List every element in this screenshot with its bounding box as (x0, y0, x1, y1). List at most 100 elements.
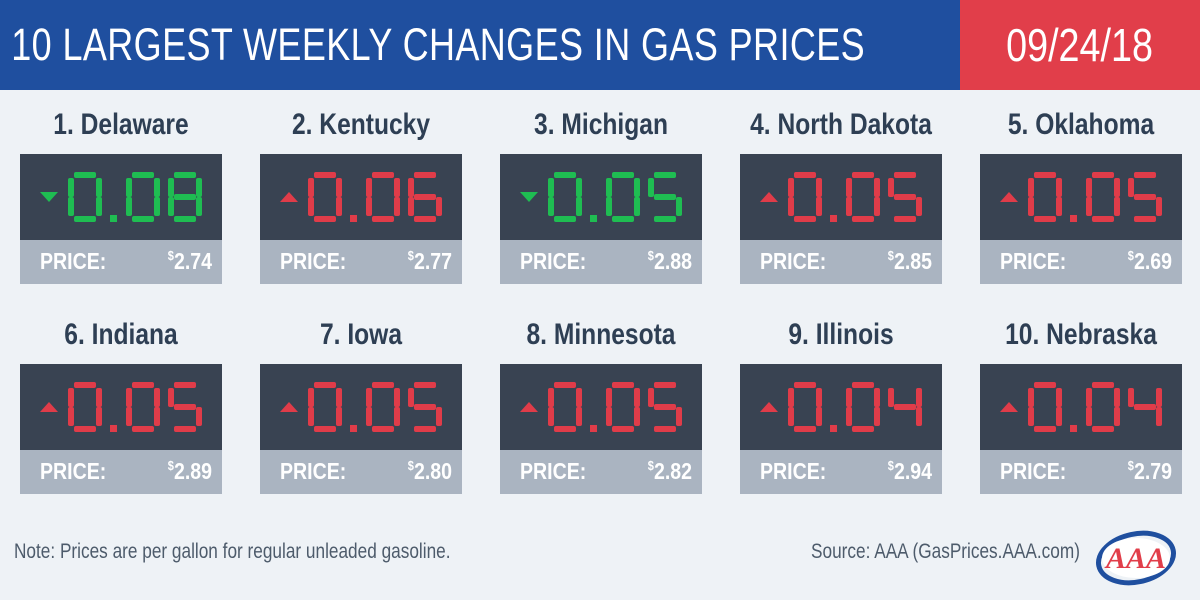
currency-symbol: $ (407, 458, 414, 473)
price-bar: PRICE: $2.88 (500, 240, 702, 284)
arrow-up-icon (760, 192, 778, 202)
price-bar: PRICE: $2.82 (500, 450, 702, 494)
price-value: $2.77 (408, 248, 452, 275)
price-number: 2.85 (893, 248, 932, 274)
change-display: 0.05 (20, 364, 222, 450)
change-display-graphic: 0.04 (1000, 382, 1162, 432)
price-number: 2.94 (893, 458, 932, 484)
price-number: 2.79 (1133, 458, 1172, 484)
aaa-logo-icon: AAA (1093, 528, 1179, 588)
arrow-down-icon (520, 192, 538, 202)
change-display: 0.05 (500, 154, 702, 240)
change-display: 0.05 (500, 364, 702, 450)
price-value: $2.80 (408, 458, 452, 485)
change-display: 0.06 (260, 154, 462, 240)
change-value (548, 172, 682, 222)
price-value: $2.85 (888, 248, 932, 275)
currency-symbol: $ (887, 458, 894, 473)
price-value: $2.69 (1128, 248, 1172, 275)
state-name: 7. Iowa (319, 318, 403, 351)
state-name: 6. Indiana (64, 318, 178, 351)
arrow-up-icon (520, 402, 538, 412)
price-label: PRICE: (40, 458, 107, 484)
arrow-up-icon (280, 402, 298, 412)
price-number: 2.88 (653, 248, 692, 274)
change-value (548, 382, 682, 432)
footer-source: Source: AAA (GasPrices.AAA.com) (811, 540, 1080, 563)
change-display: 0.04 (980, 364, 1182, 450)
price-number: 2.89 (173, 458, 212, 484)
change-value (308, 382, 442, 432)
report-date: 09/24/18 (1006, 19, 1154, 71)
header: 10 LARGEST WEEKLY CHANGES IN GAS PRICES … (0, 0, 1200, 90)
currency-symbol: $ (1127, 248, 1134, 263)
price-label: PRICE: (760, 458, 827, 484)
price-bar: PRICE: $2.89 (20, 450, 222, 494)
currency-symbol: $ (647, 458, 654, 473)
change-display: 0.05 (980, 154, 1182, 240)
change-value (68, 382, 202, 432)
state-name: 10. Nebraska (1005, 318, 1157, 351)
arrow-up-icon (1000, 192, 1018, 202)
change-display-graphic: 0.05 (520, 382, 682, 432)
change-display: 0.05 (740, 154, 942, 240)
change-value (788, 172, 922, 222)
price-number: 2.80 (413, 458, 452, 484)
change-display-graphic: 0.05 (760, 172, 922, 222)
change-display-graphic: 0.05 (40, 382, 202, 432)
currency-symbol: $ (407, 248, 414, 263)
title-bar: 10 LARGEST WEEKLY CHANGES IN GAS PRICES (0, 0, 960, 90)
change-display: 0.05 (260, 364, 462, 450)
price-label: PRICE: (280, 248, 347, 274)
logo-text: AAA (1104, 542, 1166, 575)
change-display-graphic: 0.05 (1000, 172, 1162, 222)
change-display: 0.04 (740, 364, 942, 450)
currency-symbol: $ (647, 248, 654, 263)
currency-symbol: $ (167, 248, 174, 263)
footer-note: Note: Prices are per gallon for regular … (14, 540, 451, 563)
price-bar: PRICE: $2.69 (980, 240, 1182, 284)
price-bar: PRICE: $2.85 (740, 240, 942, 284)
state-name: 3. Michigan (534, 108, 668, 141)
change-value (788, 382, 922, 432)
state-name: 8. Minnesota (526, 318, 676, 351)
page-title: 10 LARGEST WEEKLY CHANGES IN GAS PRICES (11, 19, 866, 70)
currency-symbol: $ (887, 248, 894, 263)
change-value (1028, 382, 1162, 432)
currency-symbol: $ (1127, 458, 1134, 473)
change-value (1028, 172, 1162, 222)
price-value: $2.79 (1128, 458, 1172, 485)
price-number: 2.82 (653, 458, 692, 484)
state-name: 4. North Dakota (750, 108, 932, 141)
price-bar: PRICE: $2.94 (740, 450, 942, 494)
price-label: PRICE: (280, 458, 347, 484)
price-label: PRICE: (520, 248, 587, 274)
state-name: 1. Delaware (53, 108, 189, 141)
price-value: $2.82 (648, 458, 692, 485)
state-name: 9. Illinois (788, 318, 894, 351)
price-bar: PRICE: $2.79 (980, 450, 1182, 494)
price-value: $2.94 (888, 458, 932, 485)
price-bar: PRICE: $2.77 (260, 240, 462, 284)
arrow-up-icon (40, 402, 58, 412)
change-display-graphic: 0.04 (760, 382, 922, 432)
price-value: $2.88 (648, 248, 692, 275)
price-label: PRICE: (1000, 458, 1067, 484)
date-bar: 09/24/18 (960, 0, 1200, 90)
arrow-down-icon (40, 192, 58, 202)
change-display-graphic: 0.06 (280, 172, 442, 222)
arrow-up-icon (760, 402, 778, 412)
price-label: PRICE: (1000, 248, 1067, 274)
price-label: PRICE: (40, 248, 107, 274)
currency-symbol: $ (167, 458, 174, 473)
price-label: PRICE: (760, 248, 827, 274)
arrow-up-icon (280, 192, 298, 202)
state-name: 2. Kentucky (291, 108, 431, 141)
price-value: $2.74 (168, 248, 212, 275)
price-number: 2.69 (1133, 248, 1172, 274)
change-display-graphic: 0.05 (280, 382, 442, 432)
price-number: 2.74 (173, 248, 212, 274)
change-display-graphic: 0.08 (40, 172, 202, 222)
price-value: $2.89 (168, 458, 212, 485)
price-number: 2.77 (413, 248, 452, 274)
